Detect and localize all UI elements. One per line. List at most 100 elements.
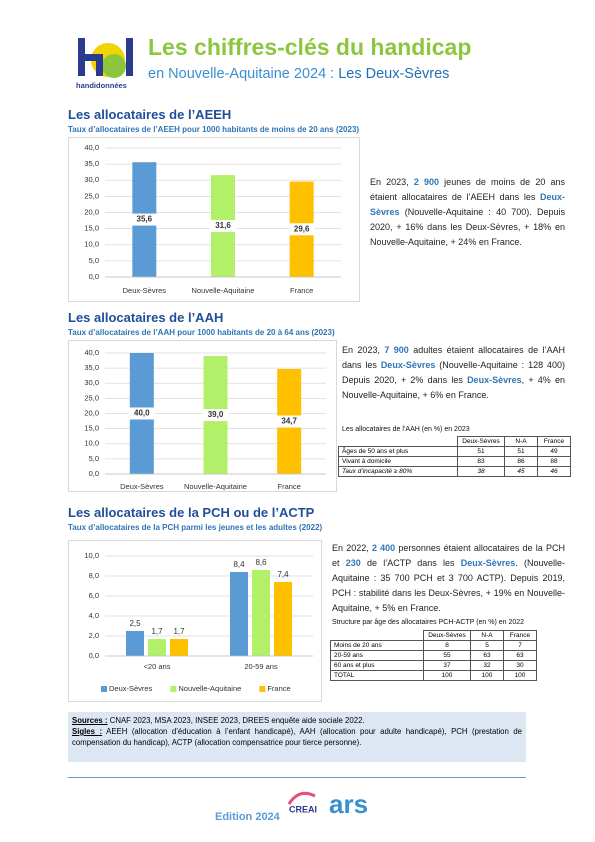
y-tick-label: 2,0	[89, 631, 99, 640]
value-label: 31,6	[215, 221, 231, 230]
y-tick-label: 40,0	[84, 348, 99, 357]
y-tick-label: 15,0	[84, 424, 99, 433]
legend-swatch	[101, 686, 107, 692]
y-tick-label: 25,0	[84, 191, 99, 200]
value-label-bg	[131, 213, 158, 226]
logo-stroke	[126, 38, 133, 76]
x-tick-label: Deux-Sèvres	[120, 482, 164, 491]
table-row: Taux d’incapacité ≥ 80% 38 45 46	[338, 466, 571, 477]
value-label: 8,6	[255, 558, 267, 567]
y-tick-label: 20,0	[84, 408, 99, 417]
table-cell: 86	[504, 456, 538, 467]
sources: Sources : CNAF 2023, MSA 2023, INSEE 202…	[72, 715, 522, 726]
table-cell: 51	[504, 446, 538, 457]
sigles-text: AEEH (allocation d’éducation à l’enfant …	[72, 727, 523, 747]
y-tick-label: 35,0	[84, 363, 99, 372]
table-row: 20-59 ans 55 63 63	[330, 650, 537, 661]
y-tick-label: 30,0	[84, 175, 99, 184]
table-cell: 100	[470, 670, 504, 681]
row-label: Vivant à domicile	[338, 456, 458, 467]
section-heading: Les allocataires de l’AAH	[68, 310, 224, 325]
x-tick-label: Nouvelle-Aquitaine	[192, 286, 255, 295]
table-cell: 49	[537, 446, 571, 457]
text-run: Deux-Sèvres	[467, 375, 522, 385]
paragraph: En 2023, 2 900 jeunes de moins de 20 ans…	[370, 175, 565, 250]
y-tick-label: 40,0	[84, 143, 99, 152]
logo-circle	[102, 54, 126, 78]
table-row: Âges de 50 ans et plus 51 51 49	[338, 446, 571, 457]
logo: handidonnées	[76, 38, 133, 90]
text-run: 2 900	[413, 177, 440, 187]
table-cell: 100	[423, 670, 471, 681]
subtitle: en Nouvelle-Aquitaine 2024 : Les Deux-Sèv…	[148, 66, 449, 82]
sigles-label: Sigles :	[72, 727, 103, 736]
text-run: Deux-Sèvres	[460, 558, 516, 568]
x-tick-label: 20-59 ans	[244, 662, 278, 671]
text-run: 230	[345, 558, 361, 568]
title: Les chiffres-clés du handicap	[148, 34, 472, 60]
table-cell: 37	[423, 660, 471, 671]
y-tick-label: 8,0	[89, 571, 99, 580]
table-row: TOTAL 100 100 100	[330, 670, 537, 681]
table-cell: 88	[537, 456, 571, 467]
chart-title: Taux d’allocataires de la PCH parmi les …	[68, 523, 323, 532]
bar	[148, 639, 166, 656]
section-heading: Les allocataires de l’AEEH	[68, 107, 232, 122]
y-tick-label: 10,0	[84, 439, 99, 448]
column-header: Deux-Sèvres	[423, 630, 471, 641]
row-label: TOTAL	[330, 670, 424, 681]
logo-swoosh	[287, 791, 316, 805]
paragraph: En 2023, 7 900 adultes étaient allocatai…	[342, 343, 565, 403]
value-label-bg	[276, 415, 303, 428]
x-tick-label: Nouvelle-Aquitaine	[184, 482, 247, 491]
x-tick-label: Deux-Sèvres	[123, 286, 167, 295]
text-run: de l’ACTP dans les	[360, 558, 461, 568]
table-cell: 32	[470, 660, 504, 671]
subtitle-place: Les Deux-Sèvres	[338, 66, 450, 82]
value-label: 1,7	[173, 627, 185, 636]
table-cell: 5	[470, 640, 504, 651]
y-tick-label: 0,0	[89, 272, 99, 281]
value-label-bg	[128, 407, 155, 420]
table-title: Les allocataires de l’AAH (en %) en 2023	[342, 426, 470, 433]
table-cell: 46	[537, 466, 571, 477]
y-tick-label: 35,0	[84, 159, 99, 168]
chart-title: Taux d’allocataires de l’AAH pour 1000 h…	[68, 328, 335, 337]
bar	[230, 572, 248, 656]
logo-stroke	[78, 54, 100, 61]
chart: 0,0 5,0 10,0 15,0 20,0 25,0 30,0 35,0 40,0 Deux-S…	[68, 340, 337, 492]
chart: 0,0 2,0 4,0 6,0 8,0 10,0 <20 ans 20-59 ans 2,5 8,…	[68, 540, 322, 702]
table-cell: 63	[503, 650, 537, 661]
legend-label: France	[267, 684, 290, 693]
value-label-bg	[202, 409, 229, 422]
bar	[126, 631, 144, 656]
bar	[252, 570, 270, 656]
value-label-bg	[210, 220, 236, 233]
y-tick-label: 30,0	[84, 378, 99, 387]
table-cell: 30	[503, 660, 537, 671]
row-label: Âges de 50 ans et plus	[338, 446, 458, 457]
value-label: 7,4	[277, 570, 289, 579]
text-run: En 2022,	[332, 543, 372, 553]
table-cell: 8	[423, 640, 471, 651]
value-label: 35,6	[137, 215, 153, 224]
value-label: 8,4	[233, 560, 245, 569]
table-corner	[338, 436, 458, 447]
text-run: . (Nouvelle-Aquitaine : 35 700 PCH et 3 …	[332, 558, 566, 613]
text-run: , + 4% en Nouvelle-Aquitaine, + 6% en Fr…	[342, 375, 566, 400]
y-tick-label: 4,0	[89, 611, 99, 620]
x-tick-label: France	[290, 286, 313, 295]
value-label: 29,6	[294, 224, 310, 233]
sources-text: CNAF 2023, MSA 2023, INSEE 2023, DREES e…	[109, 716, 365, 725]
y-tick-label: 10,0	[84, 551, 99, 560]
table-cell: 100	[503, 670, 537, 681]
divider	[68, 777, 526, 778]
edition: Edition 2024	[215, 811, 280, 823]
bar	[274, 582, 292, 656]
y-tick-label: 10,0	[84, 240, 99, 249]
table-row: Moins de 20 ans 8 5 7	[330, 640, 537, 651]
logo-text: handidonnées	[76, 81, 127, 90]
table-wrap: Deux-Sèvres N-A France Âges de 50 ans et pl…	[338, 436, 571, 477]
value-label: 34,7	[281, 417, 297, 426]
sources-box: Sources : CNAF 2023, MSA 2023, INSEE 202…	[68, 712, 526, 762]
